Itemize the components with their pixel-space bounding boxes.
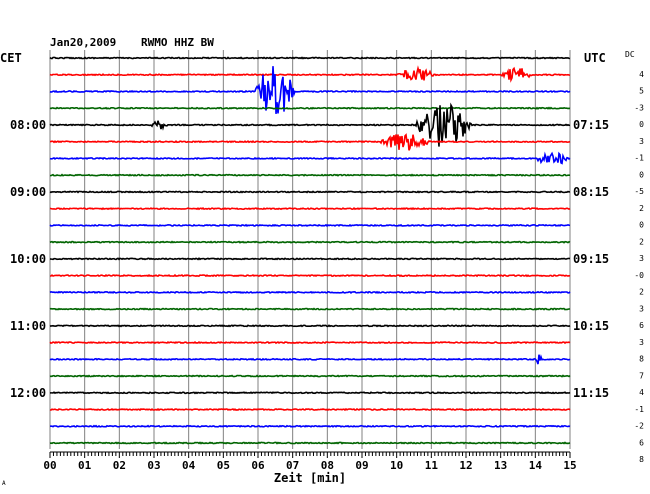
- x-tick-label: 02: [113, 459, 126, 472]
- dc-offset-value: 8: [639, 455, 644, 464]
- right-time-label: 08:15: [573, 185, 609, 199]
- seismogram-trace: [49, 441, 571, 445]
- left-time-label: 08:00: [10, 118, 46, 132]
- dc-offset-value: -0: [634, 271, 644, 280]
- left-time-label: 12:00: [10, 386, 46, 400]
- left-timezone-label: CET: [0, 51, 22, 65]
- seismogram-trace: [49, 324, 571, 328]
- corner-mark: A: [2, 480, 6, 487]
- dc-offset-value: 8: [639, 355, 644, 364]
- left-time-label: 11:00: [10, 319, 46, 333]
- dc-offset-value: 0: [639, 120, 644, 129]
- seismogram-trace: [49, 240, 571, 244]
- x-tick-label: 08: [321, 459, 334, 472]
- seismogram-trace: [49, 173, 571, 177]
- seismogram-trace: [49, 151, 571, 165]
- x-tick-label: 04: [182, 459, 196, 472]
- seismogram-trace: [49, 102, 571, 147]
- x-tick-label: 12: [459, 459, 472, 472]
- seismogram-trace: [49, 354, 571, 365]
- seismogram-trace: [49, 56, 571, 60]
- seismogram-trace: [49, 424, 571, 428]
- x-tick-label: 07: [286, 459, 299, 472]
- dc-offset-value: 3: [639, 137, 644, 146]
- x-tick-label: 13: [494, 459, 507, 472]
- seismogram-trace: [49, 290, 571, 295]
- right-time-label: 07:15: [573, 118, 609, 132]
- dc-offset-value: 6: [639, 321, 644, 330]
- left-time-label: 09:00: [10, 185, 46, 199]
- seismogram-trace: [49, 223, 571, 228]
- seismogram-trace: [49, 66, 571, 114]
- seismogram-trace: [49, 65, 571, 83]
- dc-offset-value: 3: [639, 254, 644, 263]
- dc-offset-value: 2: [639, 288, 644, 297]
- dc-offset-value: 2: [639, 237, 644, 246]
- seismogram-trace: [49, 391, 571, 395]
- seismogram-trace: [49, 407, 571, 412]
- dc-offset-value: -3: [634, 103, 644, 112]
- dc-offset-value: 2: [639, 204, 644, 213]
- seismogram-trace: [49, 341, 571, 345]
- x-tick-label: 11: [425, 459, 439, 472]
- x-tick-label: 05: [217, 459, 230, 472]
- dc-offset-value: -2: [634, 422, 644, 431]
- right-time-label: 10:15: [573, 319, 609, 333]
- label-layer: 08:00 09:00 10:00 11:00 12:00 07:15 08:15 09:15…: [10, 70, 644, 472]
- trace-layer: [49, 56, 571, 445]
- x-tick-label: 14: [529, 459, 543, 472]
- dc-offset-value: 6: [639, 438, 644, 447]
- dc-offset-value: -1: [634, 405, 644, 414]
- seismogram-trace: [49, 133, 571, 151]
- dc-offset-value: 3: [639, 304, 644, 313]
- dc-offset-value: -1: [634, 154, 644, 163]
- dc-label: DC: [625, 50, 635, 59]
- grid-layer: [49, 50, 571, 449]
- x-tick-label: 10: [390, 459, 403, 472]
- seismogram-trace: [49, 206, 571, 211]
- right-time-label: 11:15: [573, 386, 609, 400]
- dc-offset-value: 7: [639, 371, 644, 380]
- seismogram-trace: [49, 106, 571, 110]
- dc-offset-value: 4: [639, 388, 644, 397]
- x-tick-label: 09: [355, 459, 368, 472]
- dc-offset-value: 4: [639, 70, 644, 79]
- x-tick-label: 00: [43, 459, 56, 472]
- dc-offset-value: 5: [639, 87, 644, 96]
- right-time-label: 09:15: [573, 252, 609, 266]
- seismogram-trace: [49, 190, 571, 194]
- dc-offset-value: -5: [634, 187, 644, 196]
- right-timezone-label: UTC: [584, 51, 606, 65]
- left-time-label: 10:00: [10, 252, 46, 266]
- dc-offset-value: 0: [639, 170, 644, 179]
- x-tick-label: 01: [78, 459, 92, 472]
- dc-offset-value: 3: [639, 338, 644, 347]
- x-axis-label: Zeit [min]: [274, 471, 346, 485]
- seismogram-trace: [49, 257, 571, 261]
- dc-offset-value: 0: [639, 221, 644, 230]
- station-label: RWMO HHZ BW: [141, 36, 214, 49]
- x-tick-label: 03: [147, 459, 160, 472]
- seismogram-trace: [49, 374, 571, 378]
- date-label: Jan20,2009: [50, 36, 116, 49]
- x-tick-label: 06: [251, 459, 265, 472]
- x-tick-label: 15: [563, 459, 576, 472]
- seismogram-trace: [49, 307, 571, 311]
- seismogram-trace: [49, 273, 571, 278]
